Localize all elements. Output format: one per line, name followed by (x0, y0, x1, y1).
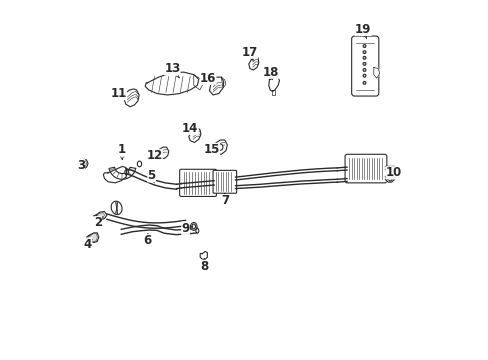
Ellipse shape (363, 51, 365, 54)
FancyBboxPatch shape (345, 154, 386, 183)
Text: 11: 11 (110, 87, 126, 100)
Polygon shape (385, 175, 393, 182)
Polygon shape (213, 140, 227, 154)
Text: 4: 4 (84, 238, 92, 251)
Text: 17: 17 (241, 46, 258, 60)
Polygon shape (109, 167, 135, 179)
Text: 16: 16 (200, 72, 216, 85)
Polygon shape (221, 77, 225, 88)
Text: 2: 2 (94, 216, 102, 229)
FancyBboxPatch shape (351, 36, 378, 96)
Ellipse shape (363, 45, 365, 48)
Text: 19: 19 (354, 23, 370, 39)
Text: 6: 6 (143, 234, 151, 247)
Polygon shape (81, 160, 86, 166)
Text: 1: 1 (117, 143, 125, 159)
FancyBboxPatch shape (213, 170, 236, 193)
Text: 10: 10 (385, 166, 401, 179)
Polygon shape (123, 89, 139, 107)
Ellipse shape (137, 161, 142, 167)
Ellipse shape (388, 177, 391, 181)
Polygon shape (86, 233, 99, 243)
Polygon shape (94, 211, 107, 220)
Text: 14: 14 (182, 122, 198, 135)
Polygon shape (272, 90, 274, 95)
Ellipse shape (192, 224, 195, 229)
Ellipse shape (190, 222, 197, 230)
Ellipse shape (392, 166, 394, 169)
Ellipse shape (363, 57, 365, 59)
Polygon shape (248, 57, 258, 70)
Ellipse shape (363, 81, 365, 84)
Text: 7: 7 (221, 193, 228, 207)
Ellipse shape (392, 176, 394, 179)
Polygon shape (200, 251, 207, 259)
Text: 9: 9 (181, 222, 192, 235)
Polygon shape (95, 213, 104, 219)
Text: 8: 8 (200, 259, 208, 273)
Polygon shape (145, 72, 198, 95)
Text: 5: 5 (147, 169, 156, 183)
Polygon shape (188, 129, 201, 143)
Polygon shape (373, 67, 379, 78)
Text: 18: 18 (263, 66, 279, 80)
Polygon shape (209, 77, 224, 95)
Text: 12: 12 (146, 149, 163, 162)
Polygon shape (193, 75, 202, 90)
Polygon shape (88, 234, 97, 242)
Ellipse shape (124, 170, 128, 175)
Polygon shape (157, 147, 168, 158)
Polygon shape (103, 166, 127, 183)
Ellipse shape (196, 228, 198, 233)
FancyBboxPatch shape (179, 169, 216, 197)
Polygon shape (80, 159, 88, 168)
Text: 15: 15 (203, 143, 220, 156)
Ellipse shape (363, 68, 365, 71)
Polygon shape (268, 76, 279, 91)
Ellipse shape (111, 201, 122, 215)
Text: 3: 3 (77, 159, 85, 172)
Ellipse shape (217, 144, 223, 150)
Ellipse shape (363, 63, 365, 65)
Ellipse shape (363, 74, 365, 77)
Text: 13: 13 (164, 62, 180, 78)
